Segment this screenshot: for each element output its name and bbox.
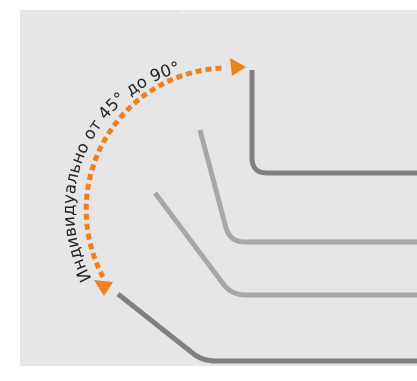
angle-range-arrow xyxy=(83,65,226,279)
bend-45-degree xyxy=(116,292,417,364)
angle-range-label: Индивидуально от 45° до 90° xyxy=(59,58,182,286)
arrowhead-right-icon xyxy=(230,58,246,76)
panel-top-strip xyxy=(180,10,417,14)
bend-intermediate-shallow xyxy=(153,191,417,298)
bend-intermediate-steep xyxy=(197,129,417,245)
bend-90-degree xyxy=(249,70,417,176)
arrowhead-down-icon xyxy=(94,280,113,296)
